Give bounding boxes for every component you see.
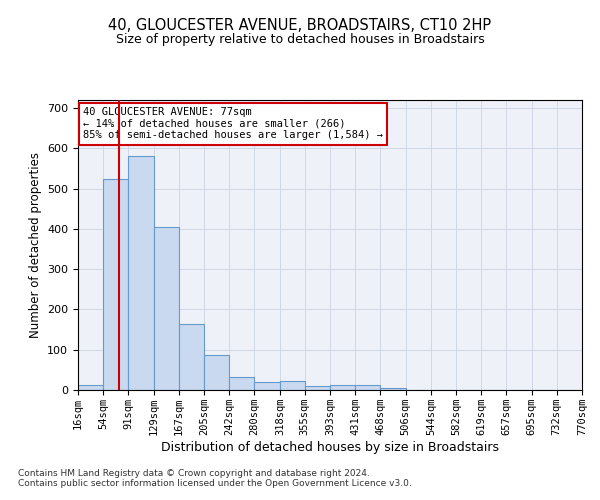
Text: Size of property relative to detached houses in Broadstairs: Size of property relative to detached ho… <box>116 32 484 46</box>
Y-axis label: Number of detached properties: Number of detached properties <box>29 152 41 338</box>
Bar <box>229 377 254 390</box>
Bar <box>103 178 128 390</box>
Text: Contains public sector information licensed under the Open Government Licence v3: Contains public sector information licen… <box>18 479 412 488</box>
Text: 40 GLOUCESTER AVENUE: 77sqm
← 14% of detached houses are smaller (266)
85% of se: 40 GLOUCESTER AVENUE: 77sqm ← 14% of det… <box>83 108 383 140</box>
Bar <box>128 156 154 390</box>
Bar <box>179 324 205 390</box>
Bar <box>205 354 229 390</box>
Bar <box>355 385 380 390</box>
Bar <box>154 227 179 390</box>
Bar <box>380 388 406 390</box>
Text: Distribution of detached houses by size in Broadstairs: Distribution of detached houses by size … <box>161 441 499 454</box>
Bar <box>280 381 305 390</box>
Bar <box>330 385 355 390</box>
Bar <box>305 386 330 390</box>
Bar <box>254 382 280 390</box>
Text: Contains HM Land Registry data © Crown copyright and database right 2024.: Contains HM Land Registry data © Crown c… <box>18 469 370 478</box>
Bar <box>78 385 103 390</box>
Text: 40, GLOUCESTER AVENUE, BROADSTAIRS, CT10 2HP: 40, GLOUCESTER AVENUE, BROADSTAIRS, CT10… <box>109 18 491 32</box>
